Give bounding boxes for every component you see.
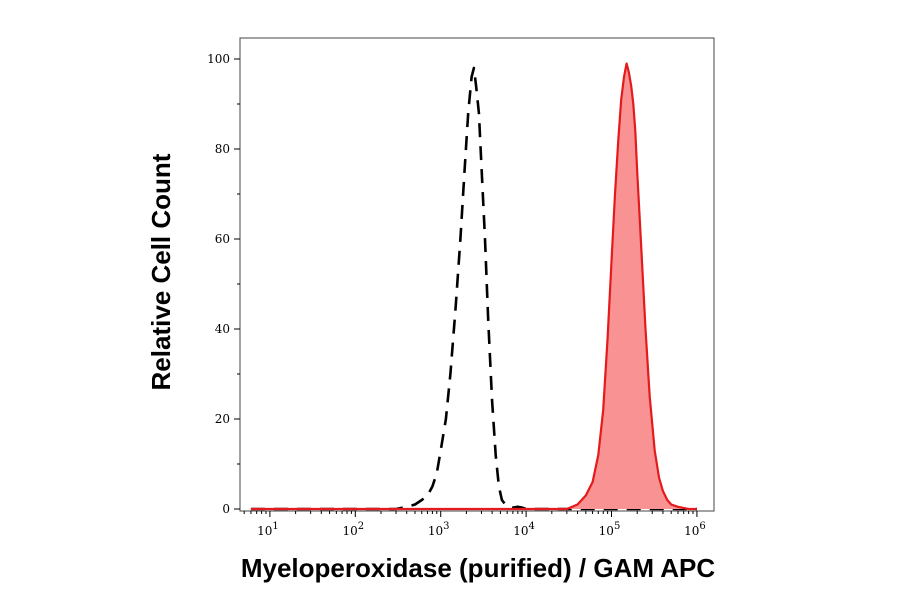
series-layer bbox=[250, 62, 697, 511]
y-tick-label-5: 100 bbox=[207, 52, 230, 66]
y-tick-label-3: 60 bbox=[215, 232, 230, 246]
x-tick-label-3: 104 bbox=[513, 521, 535, 538]
x-tick-label-4: 105 bbox=[599, 521, 621, 538]
series-0-line bbox=[250, 66, 697, 511]
x-tick-label-5: 106 bbox=[684, 521, 706, 538]
plot-area bbox=[239, 37, 715, 512]
series-1-line bbox=[250, 62, 697, 511]
y-tick-label-4: 80 bbox=[215, 142, 230, 156]
x-axis-title: Myeloperoxidase (purified) / GAM APC bbox=[241, 553, 716, 583]
y-tick-label-1: 20 bbox=[215, 412, 230, 426]
y-axis-title: Relative Cell Count bbox=[146, 153, 176, 390]
y-tick-label-0: 0 bbox=[222, 502, 230, 516]
x-tick-label-1: 102 bbox=[342, 521, 364, 538]
x-axis: 101 102 103 104 105 106 bbox=[243, 511, 706, 538]
y-tick-label-2: 40 bbox=[215, 322, 230, 336]
series-1-fill bbox=[250, 63, 697, 509]
plot-frame bbox=[239, 37, 715, 512]
x-tick-label-0: 101 bbox=[257, 521, 279, 538]
x-tick-label-2: 103 bbox=[428, 521, 450, 538]
y-axis: 0 20 40 60 80 100 bbox=[207, 52, 240, 516]
